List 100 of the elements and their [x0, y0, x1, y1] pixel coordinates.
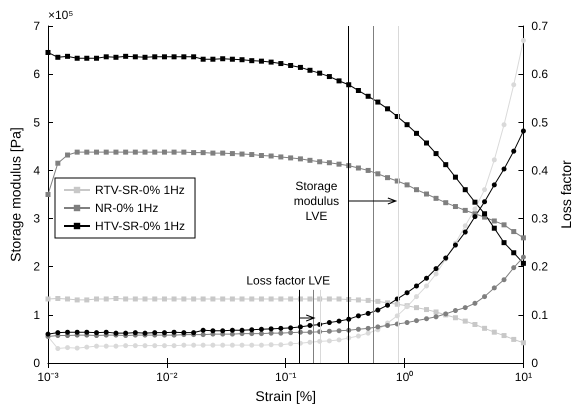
- point: [200, 296, 206, 302]
- point: [74, 330, 80, 335]
- point: [268, 330, 274, 336]
- point: [220, 342, 226, 348]
- point: [258, 342, 264, 348]
- point: [472, 322, 478, 327]
- point: [278, 296, 284, 302]
- point: [462, 318, 468, 324]
- point: [258, 296, 264, 302]
- point: [84, 56, 90, 61]
- point: [434, 151, 439, 156]
- point: [336, 328, 342, 334]
- point: [84, 150, 90, 155]
- point: [375, 324, 380, 330]
- point: [104, 54, 109, 60]
- point: [434, 309, 439, 314]
- point: [132, 54, 138, 60]
- point: [249, 58, 254, 64]
- point: [162, 343, 167, 348]
- point: [123, 330, 128, 336]
- point: [132, 330, 138, 336]
- point: [191, 296, 196, 302]
- point: [326, 320, 332, 326]
- point: [230, 56, 235, 62]
- y-tick-label: 5: [33, 115, 40, 130]
- point: [492, 285, 497, 290]
- point: [502, 122, 507, 128]
- point: [511, 82, 516, 88]
- point: [482, 199, 488, 204]
- point: [462, 187, 468, 192]
- point: [220, 296, 226, 302]
- point: [65, 296, 70, 302]
- point: [404, 182, 410, 188]
- point: [520, 340, 526, 346]
- point: [307, 158, 312, 163]
- x-tick-label: 10⁰: [396, 370, 414, 384]
- point: [424, 316, 430, 322]
- y2-tick-label: 0.7: [531, 19, 548, 33]
- point: [414, 318, 419, 324]
- point: [326, 328, 332, 334]
- point: [123, 343, 128, 348]
- point: [278, 326, 284, 331]
- point: [200, 342, 206, 348]
- x-tick-label: 10¹: [514, 370, 532, 384]
- point: [172, 54, 177, 60]
- annotation: Storage modulus LVE: [294, 179, 340, 224]
- point: [424, 307, 430, 312]
- point: [482, 211, 488, 216]
- y2-tick-label: 0: [531, 356, 538, 370]
- point: [356, 297, 361, 302]
- point: [84, 297, 90, 302]
- point: [452, 174, 458, 180]
- point: [240, 342, 245, 348]
- point: [482, 187, 488, 192]
- point: [55, 160, 60, 166]
- point: [268, 296, 274, 302]
- point: [268, 153, 274, 158]
- point: [65, 152, 70, 158]
- point: [181, 150, 186, 155]
- point: [356, 166, 361, 171]
- point: [288, 296, 294, 302]
- point: [113, 150, 118, 155]
- point: [142, 343, 148, 348]
- y-tick-label: 4: [33, 163, 40, 178]
- point: [288, 325, 294, 330]
- point: [452, 308, 458, 314]
- point: [94, 56, 100, 61]
- point: [113, 296, 118, 301]
- point: [104, 150, 109, 155]
- point: [520, 128, 526, 134]
- point: [210, 342, 216, 348]
- point: [172, 330, 177, 335]
- point: [278, 342, 284, 348]
- point: [249, 152, 254, 158]
- point: [502, 277, 507, 282]
- point: [307, 340, 312, 345]
- y2-tick-label: 0.1: [531, 308, 548, 322]
- point: [366, 326, 371, 331]
- point: [520, 254, 526, 260]
- point: [414, 187, 419, 192]
- point: [424, 192, 430, 197]
- point: [200, 328, 206, 333]
- point: [288, 341, 294, 346]
- point: [414, 130, 419, 136]
- point: [336, 337, 342, 342]
- point: [278, 330, 284, 336]
- point: [65, 345, 70, 350]
- y-tick-label: 2: [33, 260, 40, 274]
- point: [142, 296, 148, 302]
- point: [172, 343, 177, 348]
- point: [240, 296, 245, 302]
- point: [366, 298, 371, 303]
- point: [210, 296, 216, 302]
- point: [220, 150, 226, 156]
- legend-label: HTV-SR-0% 1Hz: [95, 219, 186, 233]
- point: [258, 58, 264, 64]
- point: [520, 235, 526, 240]
- y-axis-title: Storage modulus [Pa]: [7, 127, 24, 262]
- point: [132, 343, 138, 348]
- point: [414, 305, 419, 310]
